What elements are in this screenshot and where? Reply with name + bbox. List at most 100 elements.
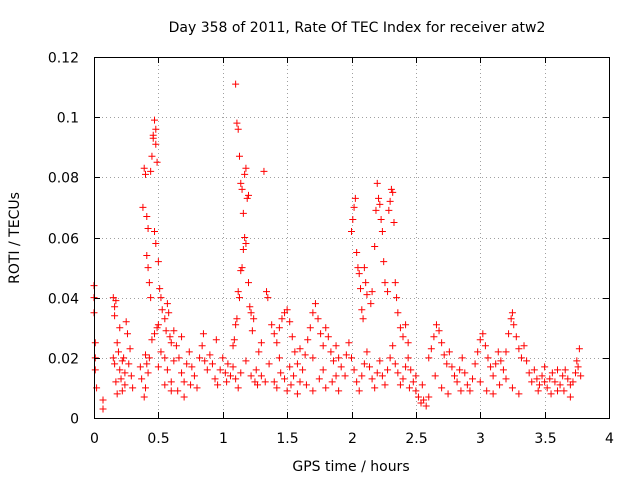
data-point (399, 333, 407, 341)
data-point (257, 339, 265, 347)
data-point (546, 375, 554, 383)
data-point (234, 125, 242, 133)
data-point (147, 294, 155, 302)
data-point (145, 354, 153, 362)
x-tick-label: 0.5 (147, 431, 169, 447)
data-point (116, 324, 124, 332)
data-point (418, 381, 426, 389)
data-point (140, 164, 148, 172)
chart-title: Day 358 of 2011, Rate Of TEC Index for r… (169, 20, 546, 36)
data-point (560, 387, 568, 395)
data-point (273, 339, 281, 347)
data-point (161, 315, 169, 323)
data-point (237, 369, 245, 377)
data-point (394, 369, 402, 377)
data-point (342, 351, 350, 359)
data-point (431, 372, 439, 380)
data-point (517, 354, 525, 362)
data-point (378, 372, 386, 380)
data-point (163, 366, 171, 374)
data-point (125, 360, 133, 368)
y-axis-label: ROTI / TECUs (7, 192, 23, 284)
data-point (144, 369, 152, 377)
grid-lines (94, 57, 609, 418)
data-point (170, 327, 178, 335)
data-point (188, 363, 196, 371)
data-point (241, 170, 249, 178)
data-point (152, 140, 160, 148)
data-point (458, 354, 466, 362)
data-point (234, 288, 242, 296)
data-point (147, 167, 155, 175)
data-point (243, 194, 251, 202)
data-point (461, 369, 469, 377)
data-point (183, 360, 191, 368)
data-point (499, 366, 507, 374)
data-point (375, 194, 383, 202)
data-point (577, 372, 585, 380)
data-point (170, 357, 178, 365)
data-point (148, 152, 156, 160)
data-point (239, 209, 247, 217)
data-point (151, 227, 159, 235)
data-point (143, 212, 151, 220)
x-axis-label: GPS time / hours (292, 459, 409, 475)
data-point (166, 333, 174, 341)
data-point (476, 378, 484, 386)
data-point (290, 372, 298, 380)
data-point (91, 354, 99, 362)
data-point (332, 342, 340, 350)
data-point (371, 384, 379, 392)
data-point (114, 348, 122, 356)
data-point (314, 315, 322, 323)
data-point (443, 360, 451, 368)
data-point (350, 203, 358, 211)
data-point (216, 366, 224, 374)
data-point (471, 360, 479, 368)
data-point (533, 375, 541, 383)
data-point (158, 306, 166, 314)
data-point (301, 351, 309, 359)
data-point (489, 390, 497, 398)
x-tick-label: 4 (605, 431, 614, 447)
data-point (156, 285, 164, 293)
data-point (317, 330, 325, 338)
data-point (520, 342, 528, 350)
data-point (376, 200, 384, 208)
data-point (319, 366, 327, 374)
data-point (505, 330, 513, 338)
data-point (151, 116, 159, 124)
data-point (322, 324, 330, 332)
data-point (575, 345, 583, 353)
data-point (322, 384, 330, 392)
data-point (254, 381, 262, 389)
data-point (319, 342, 327, 350)
data-point (250, 315, 258, 323)
data-point (232, 80, 240, 88)
data-point (235, 294, 243, 302)
data-point (287, 381, 295, 389)
data-point (384, 366, 392, 374)
data-point (223, 378, 231, 386)
data-point (507, 315, 515, 323)
data-point (402, 321, 410, 329)
data-point (248, 327, 256, 335)
data-point (381, 279, 389, 287)
data-point (483, 387, 491, 395)
data-point (489, 372, 497, 380)
data-point (525, 369, 533, 377)
data-point (512, 333, 520, 341)
data-point (120, 354, 128, 362)
data-point (541, 378, 549, 386)
data-point (111, 312, 119, 320)
data-point (574, 363, 582, 371)
data-point (198, 342, 206, 350)
data-point (348, 227, 355, 235)
data-point (448, 363, 456, 371)
data-point (438, 339, 446, 347)
data-point (380, 258, 388, 266)
data-point (476, 336, 484, 344)
data-point (145, 279, 153, 287)
data-point (247, 372, 255, 380)
data-point (157, 294, 165, 302)
